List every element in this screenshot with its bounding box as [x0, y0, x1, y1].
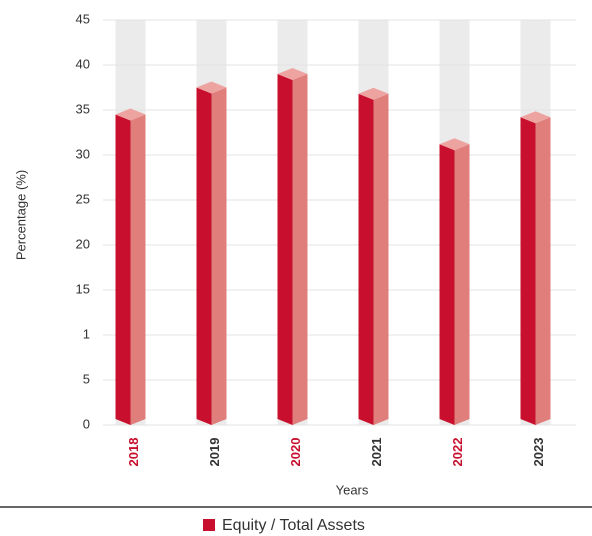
y-tick-label: 15: [76, 281, 90, 296]
bar-side: [373, 93, 389, 426]
y-tick-label: 5: [83, 371, 90, 386]
x-tick-label: 2023: [531, 438, 546, 467]
bar-front: [196, 87, 212, 425]
bar-top: [358, 87, 389, 100]
y-tick-label: 40: [76, 56, 90, 71]
y-tick-label: 30: [76, 146, 90, 161]
background-columns: [115, 20, 551, 425]
bar-top: [196, 81, 227, 94]
bar-front: [439, 144, 455, 425]
x-tick-label: 2021: [369, 438, 384, 467]
bar-side: [211, 87, 227, 425]
grid: [103, 19, 576, 426]
x-tick-label: 2018: [126, 438, 141, 467]
bar-side: [454, 144, 470, 425]
legend-swatch: [203, 519, 215, 531]
bar-front: [520, 117, 536, 425]
y-tick-label: 25: [76, 191, 90, 206]
y-tick-label: 1: [83, 326, 90, 341]
x-tick-label: 2020: [288, 438, 303, 467]
bar-side: [535, 117, 551, 425]
y-tick-label: 35: [76, 101, 90, 116]
x-tick-label: 2022: [450, 438, 465, 467]
x-axis-title: Years: [336, 482, 369, 497]
x-tick-label: 2019: [207, 438, 222, 467]
y-tick-label: 20: [76, 236, 90, 251]
bar-top: [520, 111, 551, 124]
bar-front: [277, 74, 293, 425]
bar-side: [130, 114, 146, 425]
y-tick-label: 45: [76, 11, 90, 26]
y-tick-label: 0: [83, 416, 90, 431]
legend-label: Equity / Total Assets: [222, 517, 365, 534]
bar-front: [358, 93, 374, 426]
bar-top: [439, 138, 470, 151]
bar-top: [277, 68, 308, 80]
bar-front: [115, 114, 131, 425]
bar-side: [292, 74, 308, 425]
bar-top: [115, 108, 146, 121]
legend: Equity / Total Assets: [203, 517, 365, 534]
y-axis-title: Percentage (%): [13, 170, 28, 260]
